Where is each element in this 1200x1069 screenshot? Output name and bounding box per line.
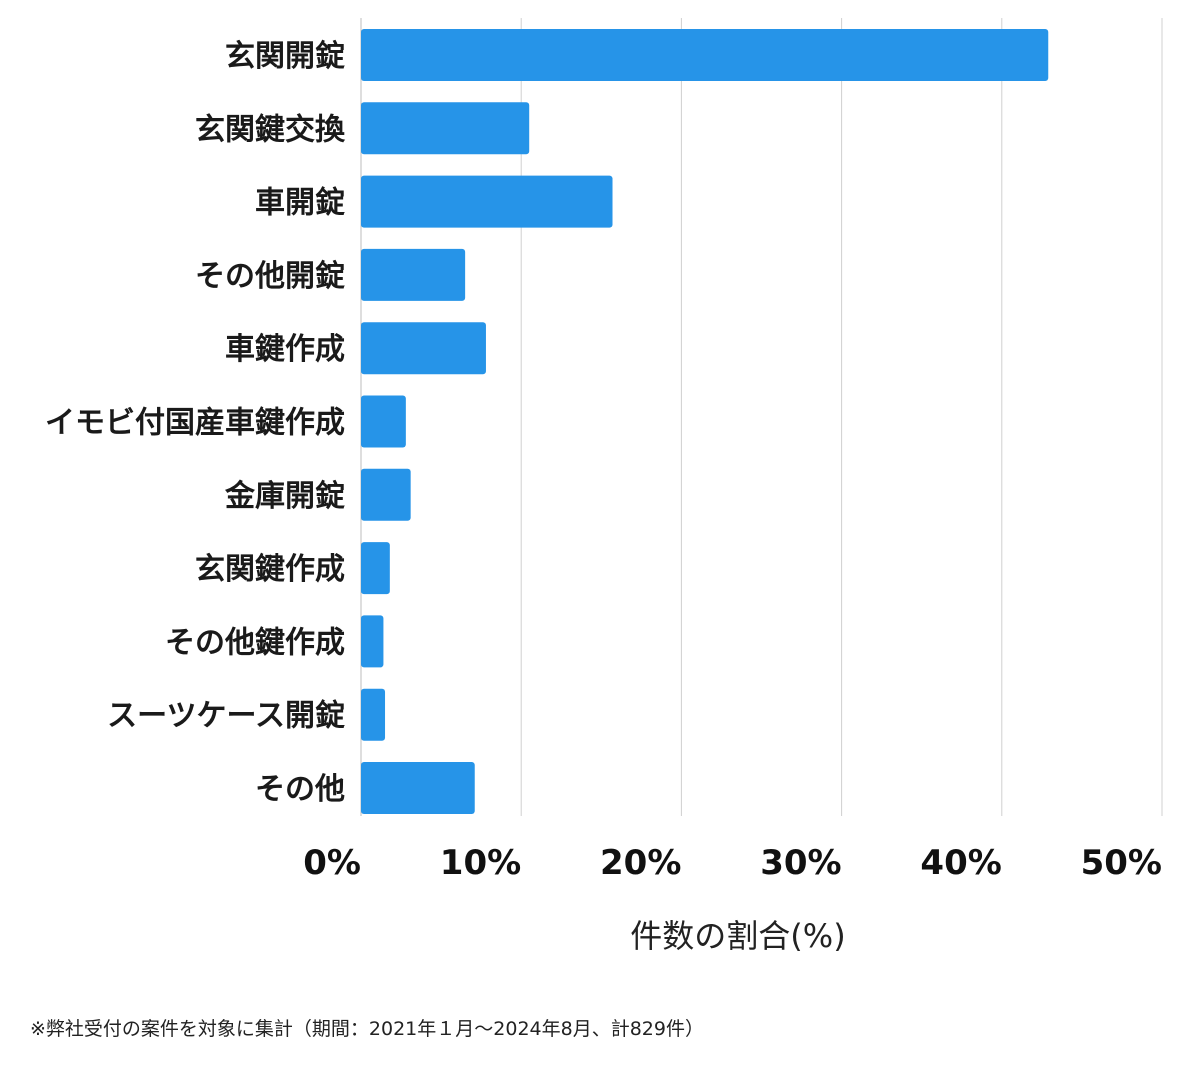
bar (361, 102, 530, 155)
bar (361, 322, 486, 375)
category-label: イモビ付国産車鍵作成 (45, 406, 345, 441)
category-label: 玄関鍵交換 (195, 112, 346, 147)
x-axis-title: 件数の割合(%) (630, 917, 845, 955)
x-tick-label: 10% (440, 843, 521, 883)
bar-chart-svg: 玄関開錠玄関鍵交換車開錠その他開錠車鍵作成イモビ付国産車鍵作成金庫開錠玄関鍵作成… (45, 18, 1163, 955)
x-tick-label: 40% (920, 843, 1001, 883)
category-label: 玄関開錠 (225, 39, 345, 74)
x-tick-label: 50% (1081, 843, 1162, 883)
footnote: ※弊社受付の案件を対象に集計（期間：2021年１月〜2024年8月、計829件） (30, 1018, 704, 1040)
bar (361, 248, 466, 301)
category-label: 車開錠 (255, 186, 345, 221)
x-tick-label: 30% (760, 843, 841, 883)
x-tick-label: 20% (600, 843, 681, 883)
category-label: 金庫開錠 (224, 479, 345, 514)
bar (361, 762, 475, 814)
bar (361, 688, 386, 741)
bar (361, 175, 613, 228)
bar (361, 468, 411, 521)
category-label: 玄関鍵作成 (195, 552, 345, 587)
bar (361, 395, 406, 448)
category-label: その他開錠 (195, 259, 345, 294)
bar (361, 615, 384, 668)
category-label: 車鍵作成 (225, 332, 345, 367)
bar (361, 29, 1049, 81)
category-label: その他 (255, 772, 345, 807)
category-label: その他鍵作成 (165, 625, 345, 660)
category-label: スーツケース開錠 (107, 699, 345, 734)
bar (361, 542, 390, 595)
x-tick-label: 0% (303, 843, 361, 883)
